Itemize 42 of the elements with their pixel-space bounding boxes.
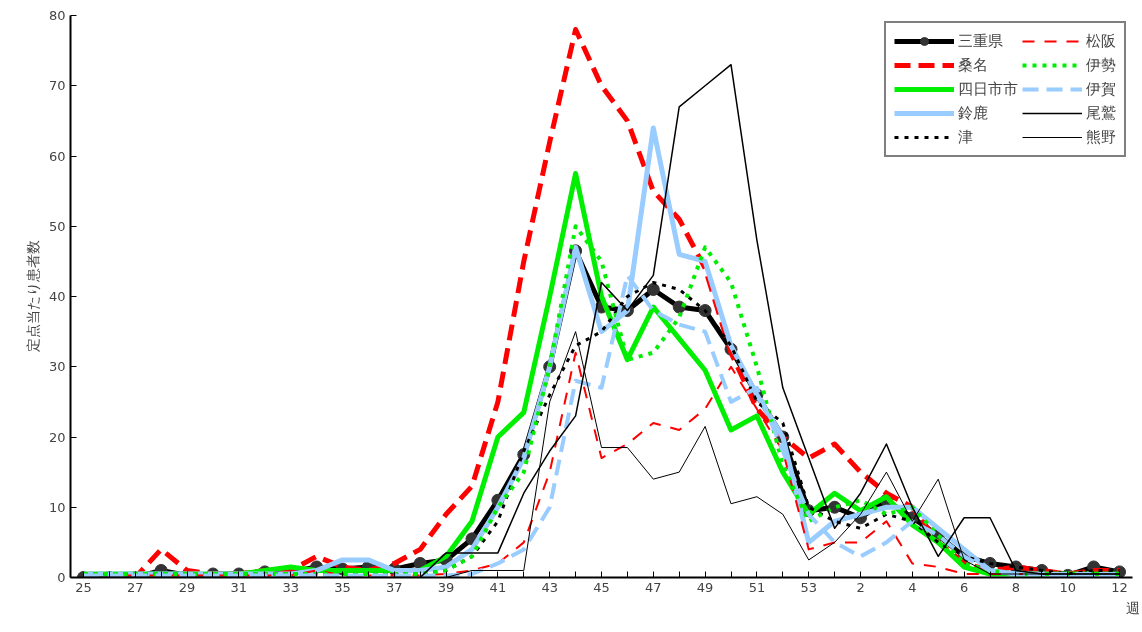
y-axis-title: 定点当たり患者数 xyxy=(24,240,41,353)
x-tick-label: 27 xyxy=(126,579,144,595)
y-tick-label: 60 xyxy=(48,148,66,164)
x-tick-label: 29 xyxy=(178,579,196,595)
x-tick-label: 39 xyxy=(437,579,455,595)
x-tick-label: 6 xyxy=(960,579,969,595)
x-tick-label: 4 xyxy=(908,579,917,595)
legend-label: 三重県 xyxy=(958,31,1003,51)
y-tick-label: 30 xyxy=(48,359,66,375)
legend-label: 津 xyxy=(958,127,974,147)
y-tick-label: 20 xyxy=(48,429,66,445)
legend-label: 伊勢 xyxy=(1086,55,1116,75)
x-tick-label: 43 xyxy=(541,579,558,595)
x-axis-title: 週 xyxy=(1125,599,1140,616)
y-tick-label: 80 xyxy=(48,8,66,23)
legend-label: 松阪 xyxy=(1086,31,1116,51)
x-tick-label: 37 xyxy=(386,579,403,595)
x-tick-label: 10 xyxy=(1059,579,1077,595)
x-tick-label: 45 xyxy=(593,579,610,595)
x-tick-label: 51 xyxy=(748,579,766,595)
x-tick-label: 12 xyxy=(1111,579,1128,595)
legend-label: 熊野 xyxy=(1086,127,1116,147)
legend-label: 四日市市 xyxy=(958,79,1018,99)
x-tick-label: 2 xyxy=(856,579,865,595)
y-tick-label: 0 xyxy=(57,570,66,585)
legend-label: 尾鷲 xyxy=(1086,103,1116,123)
x-tick-label: 41 xyxy=(489,579,507,595)
x-tick-label: 31 xyxy=(230,579,248,595)
x-tick-label: 35 xyxy=(334,579,351,595)
x-tick-label: 47 xyxy=(645,579,662,595)
x-tick-label: 33 xyxy=(282,579,299,595)
legend-label: 伊賀 xyxy=(1086,79,1116,99)
x-tick-label: 49 xyxy=(696,579,714,595)
legend-label: 鈴鹿 xyxy=(958,103,988,123)
y-tick-label: 50 xyxy=(48,218,66,234)
y-tick-label: 40 xyxy=(48,289,66,304)
y-tick-label: 10 xyxy=(48,499,66,515)
x-tick-label: 53 xyxy=(800,579,817,595)
x-tick-label: 25 xyxy=(75,579,92,595)
y-tick-label: 70 xyxy=(48,78,66,94)
legend-label: 桑名 xyxy=(958,55,988,75)
x-tick-label: 8 xyxy=(1011,579,1021,595)
